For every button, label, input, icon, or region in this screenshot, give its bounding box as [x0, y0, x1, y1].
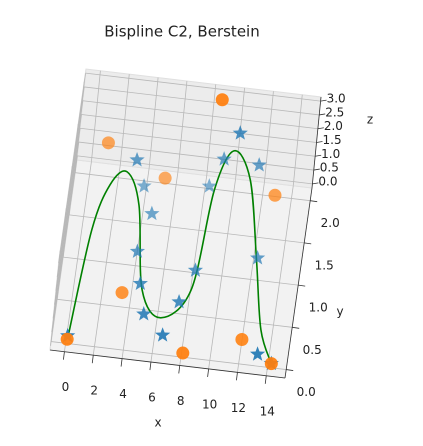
tick-mark: [236, 372, 238, 381]
star-point: [136, 306, 152, 321]
tick-mark: [304, 242, 312, 245]
control-point: [235, 332, 249, 346]
tick-mark: [264, 375, 267, 384]
grid-line: [63, 256, 299, 286]
star-point: [144, 205, 160, 221]
tick-mark: [312, 182, 319, 185]
control-point: [264, 357, 278, 371]
star-point: [187, 262, 204, 277]
x-tick-label: 6: [148, 391, 156, 405]
tick-mark: [319, 113, 326, 116]
z-tick-label: 0.5: [320, 161, 339, 175]
z-tick-label: 2.0: [324, 119, 343, 133]
x-tick-label: 10: [202, 397, 217, 411]
control-point: [115, 286, 129, 300]
x-tick-label: 4: [119, 387, 127, 401]
grid-line: [81, 114, 317, 143]
control-point: [101, 136, 115, 150]
grid-line: [80, 127, 316, 157]
control-point: [268, 188, 282, 202]
grid-line: [69, 214, 305, 244]
grid-line: [78, 141, 314, 171]
y-tick-label: 1.5: [315, 258, 334, 272]
grid-line: [50, 155, 78, 346]
control-point: [176, 346, 190, 360]
control-point: [158, 171, 172, 185]
z-tick-label: 1.0: [321, 147, 340, 161]
tick-mark: [320, 99, 327, 102]
z-tick-label: 0.0: [318, 174, 337, 188]
x-tick-label: 12: [231, 401, 246, 415]
x-tick-label: 8: [177, 394, 185, 408]
grid-line: [82, 100, 318, 130]
star-point: [171, 293, 187, 309]
x-tick-label: 14: [260, 404, 275, 418]
x-tick-label: 0: [62, 380, 70, 394]
grid-line: [84, 86, 320, 116]
star-point: [129, 151, 145, 167]
star-point: [155, 327, 171, 342]
y-tick-label: 2.0: [321, 216, 340, 230]
grid-line: [54, 114, 82, 305]
tick-mark: [298, 284, 306, 287]
star-point: [129, 243, 146, 258]
z-axis-line: [311, 96, 322, 189]
control-point: [215, 93, 229, 107]
y-tick-label: 0.0: [297, 385, 316, 399]
grid-line: [208, 178, 236, 369]
star-point: [249, 346, 266, 361]
tick-mark: [292, 326, 300, 329]
grid-line: [77, 155, 313, 185]
tick-mark: [316, 141, 323, 143]
grid-line: [58, 73, 86, 264]
grid-line: [64, 161, 92, 352]
x-axis-label: x: [154, 416, 161, 430]
y-tick-label: 0.5: [303, 343, 322, 357]
tick-mark: [313, 168, 320, 171]
star-point: [249, 250, 266, 265]
star-point: [201, 178, 217, 193]
y-axis-line: [284, 187, 313, 379]
grid-line: [56, 86, 85, 277]
star-point: [232, 125, 248, 140]
y-axis-label: y: [336, 305, 343, 319]
tick-mark: [315, 154, 322, 157]
grid-line: [121, 168, 150, 359]
tick-mark: [63, 351, 65, 360]
spline-curve: [67, 150, 273, 364]
control-point: [60, 332, 74, 346]
grid-line: [51, 142, 80, 333]
y-tick-label: 1.0: [309, 301, 328, 315]
star-point: [251, 157, 267, 172]
grid-line: [92, 165, 121, 356]
tick-mark: [149, 361, 152, 371]
tick-mark: [120, 358, 123, 367]
x-tick-label: 2: [90, 384, 98, 398]
z-tick-label: 1.5: [323, 133, 342, 147]
grid-line: [55, 100, 84, 291]
chart-title: Bispline C2, Berstein: [104, 23, 259, 41]
star-point: [136, 178, 152, 193]
star-point: [216, 151, 232, 166]
x-axis-line: [49, 349, 286, 379]
star-point: [132, 275, 148, 291]
tick-mark: [207, 368, 209, 377]
grid-line: [51, 341, 287, 370]
grid-line: [150, 171, 179, 363]
z-tick-label: 2.5: [325, 105, 344, 119]
tick-mark: [178, 365, 181, 374]
grid-line: [85, 72, 321, 102]
grid-line: [265, 185, 294, 376]
tick-mark: [91, 355, 94, 364]
tick-mark: [310, 200, 318, 203]
z-tick-label: 3.0: [327, 92, 346, 106]
grid-line: [52, 128, 81, 319]
z-axis-label: z: [367, 113, 373, 127]
tick-mark: [317, 127, 324, 130]
tick-mark: [286, 369, 294, 371]
